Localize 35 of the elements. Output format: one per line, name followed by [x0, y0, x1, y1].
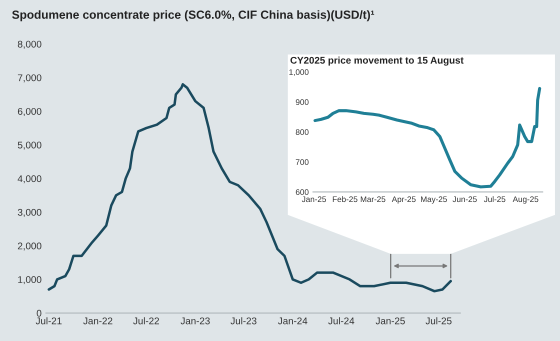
x-tick-label: Feb-25 [332, 196, 358, 202]
x-tick-label: Jul-25 [426, 317, 452, 324]
chart-title: Spodumene concentrate price (SC6.0%, CIF China basis)(USD/t)¹ [12, 10, 374, 22]
y-tick-label: 900 [296, 99, 309, 105]
line-series [314, 86, 542, 188]
line-series [48, 83, 452, 292]
x-tick-label: Jul-22 [133, 317, 160, 324]
chart-title: CY2025 price movement to 15 August [290, 56, 464, 66]
y-tick-label: 2,000 [18, 242, 42, 251]
x-tick-label: Jan-24 [278, 317, 308, 324]
x-tick-label: Jan-25 [376, 317, 405, 324]
y-tick-label: 800 [296, 129, 309, 135]
y-tick-label: 700 [296, 159, 309, 165]
x-tick-label: Jan-25 [302, 196, 326, 202]
x-tick-label: Jul-21 [36, 317, 62, 324]
x-tick-label: Mar-25 [360, 196, 386, 202]
y-tick-label: 0 [36, 310, 42, 317]
x-tick-label: Jan-23 [180, 317, 210, 324]
x-tick-label: Apr-25 [392, 196, 416, 204]
y-tick-label: 600 [296, 189, 309, 195]
x-tick-label: Aug-25 [512, 196, 538, 204]
y-tick-label: 5,000 [18, 142, 42, 150]
y-tick-label: 7,000 [18, 74, 42, 82]
x-tick-label: Jun-25 [452, 196, 477, 202]
x-tick-label: Jul-23 [230, 317, 256, 324]
y-tick-label: 6,000 [18, 108, 42, 116]
x-tick-label: May-25 [421, 196, 447, 204]
y-tick-label: 1,000 [18, 276, 42, 284]
x-tick-label: Jan-22 [83, 317, 112, 324]
x-tick-label: Jul-24 [328, 317, 354, 324]
y-tick-label: 1,000 [289, 69, 309, 76]
y-tick-label: 4,000 [18, 175, 42, 184]
y-tick-label: 3,000 [18, 208, 42, 217]
y-tick-label: 8,000 [18, 40, 42, 49]
x-tick-label: Jul-25 [484, 196, 506, 202]
